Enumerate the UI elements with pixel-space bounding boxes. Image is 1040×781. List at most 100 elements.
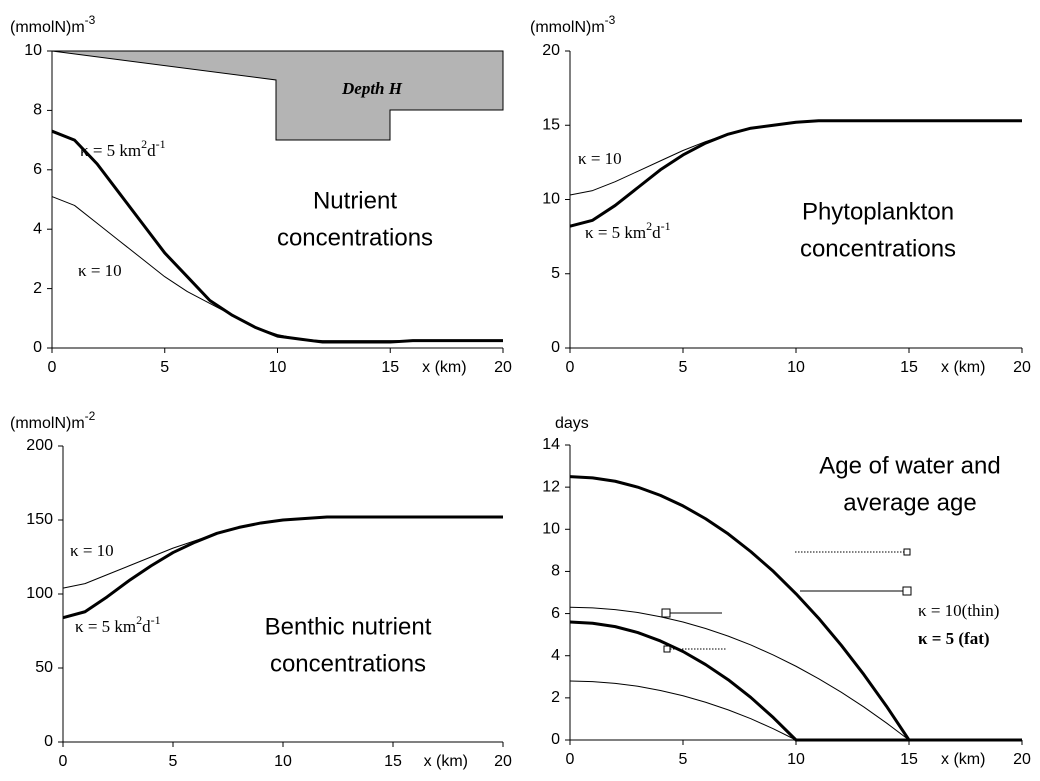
y-axis-label-text: (mmolN)m xyxy=(10,19,85,36)
x-axis-label: x (km) xyxy=(941,359,985,376)
y-axis-label-sup: -2 xyxy=(85,409,96,423)
y-tick-label: 8 xyxy=(551,563,560,580)
annotation: κ = 5 km2d-1 xyxy=(585,219,671,242)
annotation: κ = 10 xyxy=(78,261,122,280)
panel-title: concentrations xyxy=(270,650,426,677)
annotation-text: κ = 5 km xyxy=(585,223,646,242)
x-tick-label: 5 xyxy=(679,751,688,768)
x-tick-label: 15 xyxy=(900,359,918,376)
y-axis-label-text: (mmolN)m xyxy=(530,19,605,36)
connector-box xyxy=(663,645,671,653)
annotation: κ = 10(thin) xyxy=(918,601,999,620)
x-tick-label: 5 xyxy=(169,753,178,770)
curve xyxy=(569,680,1022,741)
y-tick-label: 2 xyxy=(551,689,560,706)
y-tick-label: 2 xyxy=(33,280,42,297)
annotation-text: κ = 10 xyxy=(578,149,622,168)
x-tick-label: 0 xyxy=(566,751,575,768)
connectors xyxy=(661,548,912,653)
y-axis-label-sup: -3 xyxy=(605,13,616,27)
x-tick-label: 20 xyxy=(1013,359,1031,376)
annotation-sup: -1 xyxy=(156,137,166,151)
curve xyxy=(569,120,1022,196)
annotation: κ = 5 (fat) xyxy=(918,629,990,648)
curve xyxy=(62,516,503,589)
y-tick-label: 14 xyxy=(542,436,560,453)
y-tick-label: 10 xyxy=(542,521,560,538)
x-tick-label: 20 xyxy=(494,359,512,376)
x-tick-label: 10 xyxy=(274,753,292,770)
panel-title: Nutrient xyxy=(313,187,397,214)
x-tick-label: 0 xyxy=(48,359,57,376)
y-tick-label: 6 xyxy=(551,605,560,622)
y-tick-label: 5 xyxy=(551,265,560,282)
x-tick-label: 5 xyxy=(679,359,688,376)
y-axis-label-text: (mmolN)m xyxy=(10,415,85,432)
annotation-sup: 2 xyxy=(646,219,652,233)
connector-box xyxy=(903,548,911,556)
x-axis-label: x (km) xyxy=(422,359,466,376)
connector-box xyxy=(902,586,912,596)
x-tick-label: 10 xyxy=(787,359,805,376)
x-tick-label: 0 xyxy=(59,753,68,770)
annotation-text: d xyxy=(147,141,156,160)
y-axis-label-text: days xyxy=(555,415,589,432)
annotation-text: κ = 5 km xyxy=(75,617,136,636)
x-tick-label: 20 xyxy=(1013,751,1031,768)
x-tick-label: 20 xyxy=(494,753,512,770)
panel-title: average age xyxy=(843,489,976,516)
y-axis-label: (mmolN)m-3 xyxy=(10,13,96,36)
y-tick-label: 8 xyxy=(33,102,42,119)
y-tick-label: 4 xyxy=(551,647,560,664)
y-tick-label: 4 xyxy=(33,220,42,237)
annotation-text: κ = 5 km xyxy=(80,141,141,160)
x-tick-label: 10 xyxy=(269,359,287,376)
x-axis-label: x (km) xyxy=(424,753,468,770)
x-tick-label: 15 xyxy=(384,753,402,770)
y-axis-label-sup: -3 xyxy=(85,13,96,27)
curve xyxy=(569,606,1022,741)
y-tick-label: 6 xyxy=(33,161,42,178)
y-tick-label: 200 xyxy=(26,437,53,454)
annotation-text: d xyxy=(652,223,661,242)
y-tick-label: 15 xyxy=(542,116,560,133)
annotation-text: Depth H xyxy=(341,79,403,98)
x-tick-label: 15 xyxy=(900,751,918,768)
annotation-text: κ = 10 xyxy=(78,261,122,280)
annotation-sup: 2 xyxy=(136,613,142,627)
y-tick-label: 20 xyxy=(542,42,560,59)
annotation-sup: -1 xyxy=(661,219,671,233)
depth-profile xyxy=(51,50,504,141)
panel-title: concentrations xyxy=(800,235,956,262)
y-tick-label: 50 xyxy=(35,659,53,676)
curve xyxy=(569,119,1022,228)
panel-title: Phytoplankton xyxy=(802,198,954,225)
x-tick-label: 5 xyxy=(160,359,169,376)
y-tick-label: 150 xyxy=(26,511,53,528)
annotation: Depth H xyxy=(341,79,403,98)
x-tick-label: 0 xyxy=(566,359,575,376)
y-tick-label: 12 xyxy=(542,478,560,495)
annotation: κ = 5 km2d-1 xyxy=(80,137,166,160)
connector-box xyxy=(661,608,671,618)
panel-title: Age of water and xyxy=(819,452,1000,479)
y-tick-label: 10 xyxy=(542,191,560,208)
curve xyxy=(62,515,503,620)
annotation-text: κ = 5 (fat) xyxy=(918,629,990,648)
annotation: κ = 10 xyxy=(578,149,622,168)
annotation-text: κ = 10(thin) xyxy=(918,601,999,620)
annotation: κ = 5 km2d-1 xyxy=(75,613,161,636)
annotation-sup: -1 xyxy=(151,613,161,627)
x-tick-label: 15 xyxy=(381,359,399,376)
y-tick-label: 0 xyxy=(44,733,53,750)
y-axis-label: (mmolN)m-2 xyxy=(10,409,96,432)
panel-title: concentrations xyxy=(277,224,433,251)
y-tick-label: 10 xyxy=(24,42,42,59)
x-tick-label: 10 xyxy=(787,751,805,768)
annotation: κ = 10 xyxy=(70,541,114,560)
y-axis-label: days xyxy=(555,415,589,432)
x-axis-label: x (km) xyxy=(941,751,985,768)
y-tick-label: 0 xyxy=(551,731,560,748)
annotation-text: κ = 10 xyxy=(70,541,114,560)
